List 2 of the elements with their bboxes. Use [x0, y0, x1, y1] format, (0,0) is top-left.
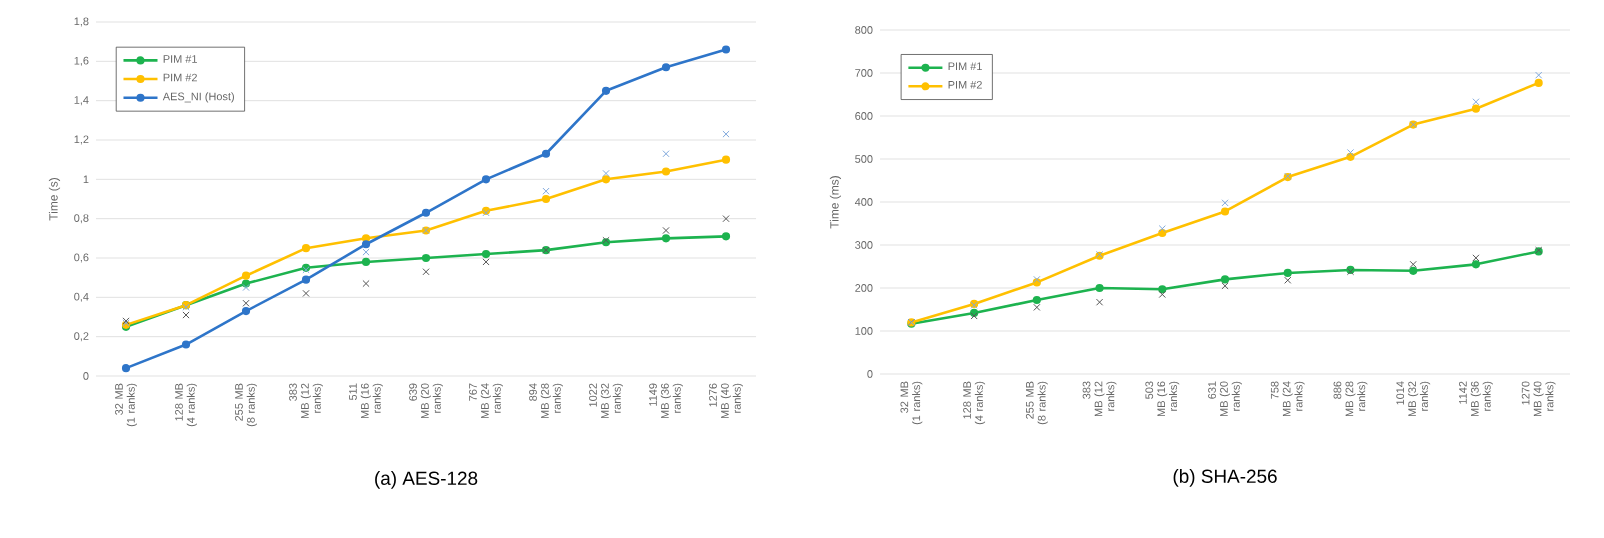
text: (b) SHA-256 — [1173, 469, 1277, 487]
text: (a) AES-128 — [375, 471, 478, 489]
